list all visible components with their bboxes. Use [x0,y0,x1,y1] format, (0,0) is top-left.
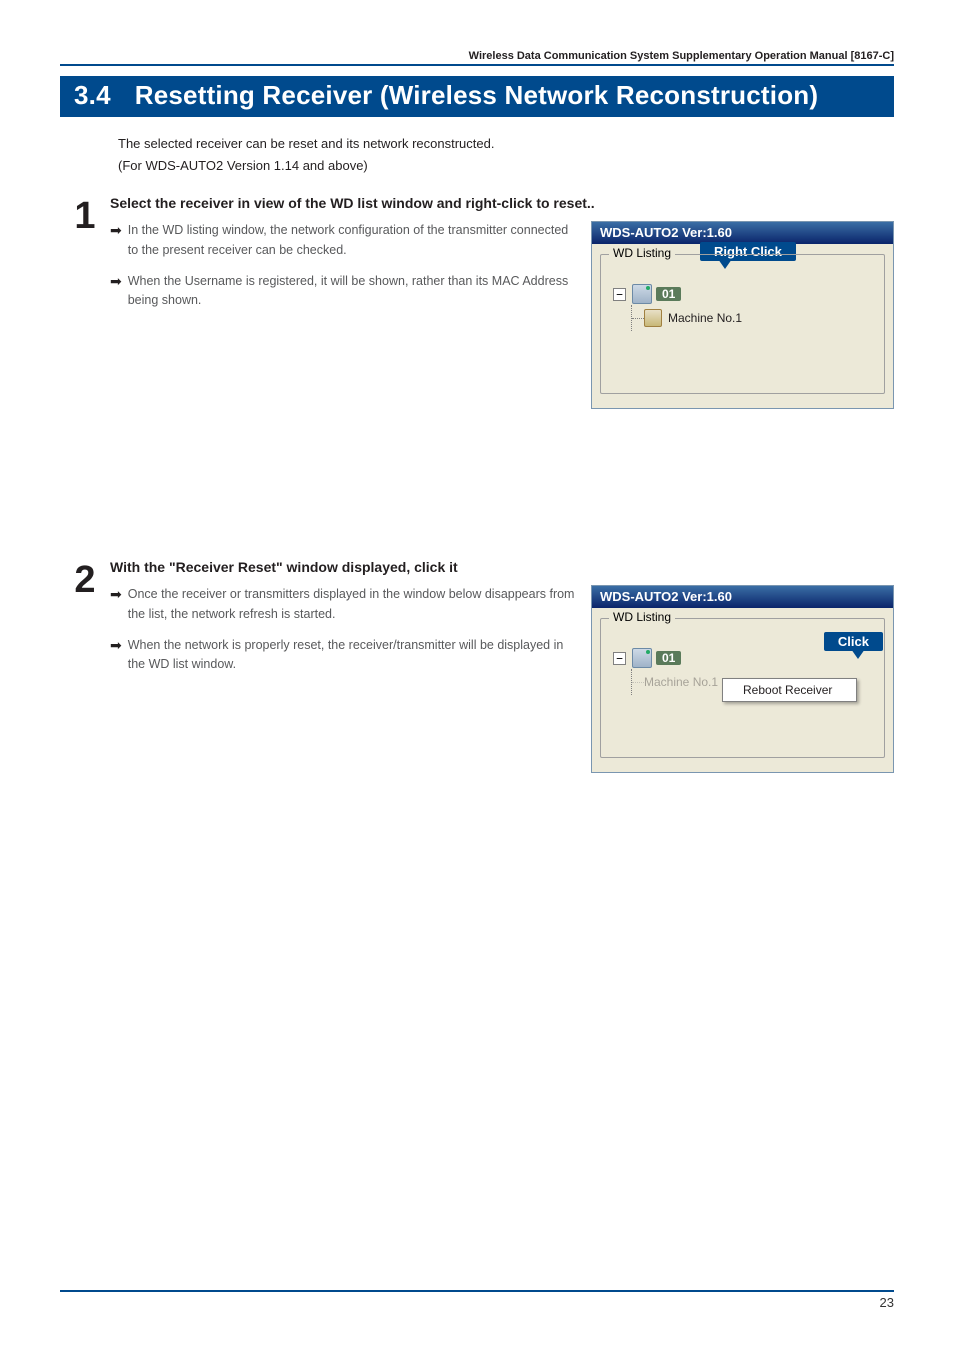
running-head: Wireless Data Communication System Suppl… [60,50,894,66]
window-body: Click WD Listing − 01 [592,608,893,772]
bullet-text: When the network is properly reset, the … [128,636,577,675]
figure-2: WDS-AUTO2 Ver:1.60 Click WD Listing − [591,585,894,773]
page: Wireless Data Communication System Suppl… [0,0,954,1350]
step-text: ➡In the WD listing window, the network c… [110,221,577,409]
bullet-text: In the WD listing window, the network co… [128,221,577,260]
intro-line-1: The selected receiver can be reset and i… [118,133,894,155]
step-2: 2 With the "Receiver Reset" window displ… [60,559,894,773]
receiver-icon [632,648,652,668]
bullet: ➡Once the receiver or transmitters displ… [110,585,577,624]
intro-line-2: (For WDS-AUTO2 Version 1.14 and above) [118,155,894,177]
step-1: 1 Select the receiver in view of the WD … [60,195,894,409]
bullet: ➡In the WD listing window, the network c… [110,221,577,260]
tree-child-row[interactable]: Machine No.1 [644,305,876,331]
wd-listing-group: WD Listing − 01 [600,254,885,394]
step-text: ➡Once the receiver or transmitters displ… [110,585,577,773]
tree-receiver-row[interactable]: − 01 [613,647,876,669]
tree-receiver-row[interactable]: − 01 [613,283,876,305]
collapse-icon[interactable]: − [613,652,626,665]
receiver-id: 01 [656,287,681,301]
context-menu[interactable]: Reboot Receiver [722,678,857,702]
menu-item-reboot[interactable]: Reboot Receiver [723,679,856,701]
window-body: Right Click WD Listing − 01 [592,244,893,408]
group-label: WD Listing [609,246,675,260]
page-footer: 23 [60,1290,894,1310]
step-title: Select the receiver in view of the WD li… [110,195,894,211]
bullet-text: When the Username is registered, it will… [128,272,577,311]
page-number: 23 [880,1295,894,1310]
tree-children: Machine No.1 [631,305,876,331]
section-heading: 3.4 Resetting Receiver (Wireless Network … [60,76,894,117]
bullet-text: Once the receiver or transmitters displa… [128,585,577,624]
step-number: 1 [60,195,110,409]
section-number: 3.4 [74,80,111,110]
arrow-icon: ➡ [110,636,122,675]
window: WDS-AUTO2 Ver:1.60 Click WD Listing − [591,585,894,773]
window: WDS-AUTO2 Ver:1.60 Right Click WD Listin… [591,221,894,409]
arrow-icon: ➡ [110,585,122,624]
figure-1: WDS-AUTO2 Ver:1.60 Right Click WD Listin… [591,221,894,409]
receiver-icon [632,284,652,304]
receiver-id: 01 [656,651,681,665]
step-title: With the "Receiver Reset" window display… [110,559,894,575]
arrow-icon: ➡ [110,272,122,311]
window-titlebar: WDS-AUTO2 Ver:1.60 [592,222,893,244]
tree: − 01 Machine No.1 [613,283,876,331]
window-titlebar: WDS-AUTO2 Ver:1.60 [592,586,893,608]
machine-label: Machine No.1 [668,311,742,325]
bullet: ➡When the network is properly reset, the… [110,636,577,675]
collapse-icon[interactable]: − [613,288,626,301]
section-title-text: Resetting Receiver (Wireless Network Rec… [135,80,818,110]
group-label: WD Listing [609,610,675,624]
intro-block: The selected receiver can be reset and i… [118,133,894,177]
transmitter-icon [644,309,662,327]
bullet: ➡When the Username is registered, it wil… [110,272,577,311]
arrow-icon: ➡ [110,221,122,260]
step-number: 2 [60,559,110,773]
machine-label-obscured: Machine No.1 [644,675,718,689]
